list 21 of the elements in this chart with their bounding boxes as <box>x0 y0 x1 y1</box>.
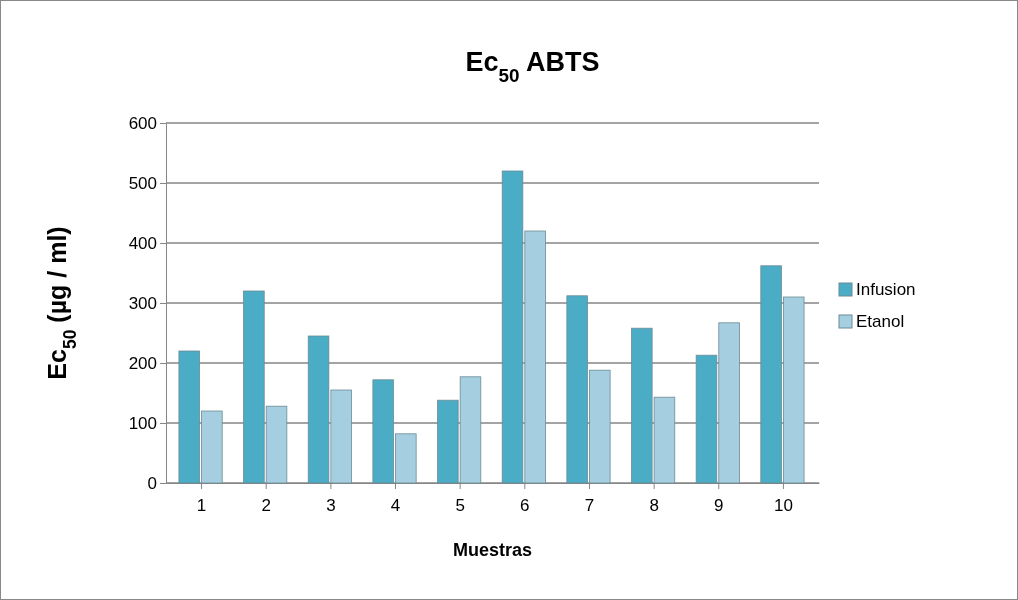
y-tick-label: 600 <box>128 113 157 133</box>
x-axis-title: Muestras <box>452 540 533 560</box>
y-tick-label: 500 <box>128 173 157 193</box>
y-tick-label: 300 <box>128 293 157 313</box>
y-tick-label: 200 <box>128 353 157 373</box>
x-tick-label: 8 <box>649 495 659 515</box>
x-tick-label: 9 <box>714 495 724 515</box>
y-tick-label: 0 <box>147 473 157 493</box>
x-tick-label: 7 <box>584 495 595 515</box>
x-tick-label: 2 <box>261 495 271 515</box>
y-tick-label: 400 <box>128 233 157 253</box>
x-tick-label: 6 <box>520 495 530 515</box>
x-tick-label: 1 <box>196 495 207 515</box>
x-tick-label: 3 <box>326 495 336 515</box>
legend-label: Etanol <box>856 312 905 331</box>
chart-title: Ec$_{50}$ ABTS <box>465 47 600 86</box>
x-tick-label: 5 <box>455 495 465 515</box>
x-tick-label: 10 <box>773 495 793 515</box>
y-tick-label: 100 <box>128 413 157 433</box>
legend-label: Infusion <box>856 280 916 299</box>
x-tick-label: 4 <box>390 495 401 515</box>
